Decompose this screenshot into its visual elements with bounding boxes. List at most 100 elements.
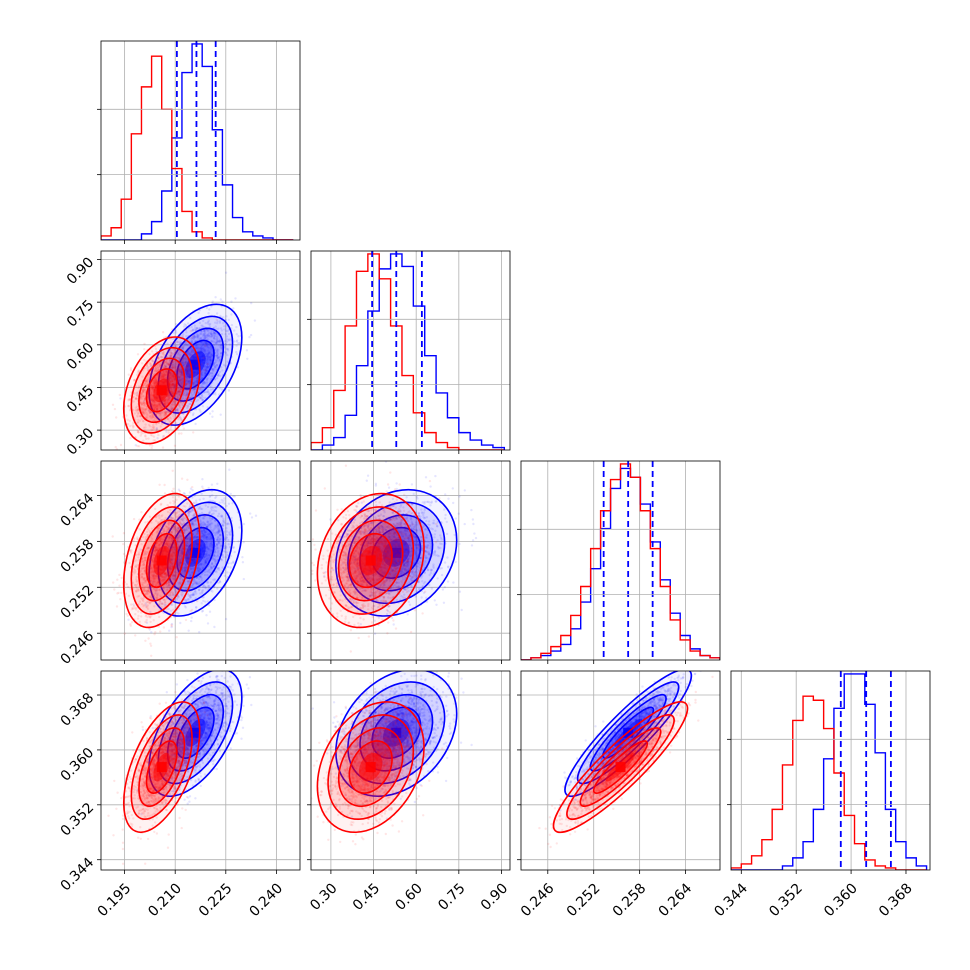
scatter-point (197, 337, 200, 340)
scatter-point (200, 363, 203, 366)
scatter-point (203, 364, 207, 368)
scatter-point (143, 401, 146, 405)
series-1 (111, 318, 218, 450)
scatter-point (162, 404, 165, 407)
scatter-point (189, 397, 192, 400)
scatter-point (210, 332, 213, 336)
scatter-point (196, 335, 199, 339)
scatter-point (203, 350, 206, 354)
scatter-point (177, 386, 181, 389)
scatter-point (125, 414, 128, 417)
scatter-point (149, 402, 153, 405)
scatter-point (154, 367, 158, 371)
scatter-point (201, 396, 204, 399)
scatter-point (132, 421, 135, 425)
scatter-point (191, 593, 194, 596)
scatter-point (161, 405, 164, 409)
scatter-point (205, 369, 208, 372)
scatter-point (142, 412, 145, 415)
scatter-point (168, 420, 171, 423)
scatter-point (178, 415, 181, 418)
scatter-point (144, 435, 147, 438)
scatter-point (206, 366, 209, 369)
scatter-point (127, 404, 130, 408)
scatter-point (163, 400, 166, 403)
scatter-point (196, 333, 199, 336)
scatter-point (216, 337, 219, 340)
scatter-point (204, 352, 208, 356)
scatter-point (208, 308, 211, 311)
scatter-point (158, 374, 162, 377)
scatter-point (189, 573, 192, 576)
scatter-point (160, 374, 163, 378)
scatter-point (215, 354, 218, 357)
scatter-point (142, 390, 145, 394)
scatter-point (159, 365, 162, 368)
scatter-point (202, 343, 205, 347)
scatter-point (185, 378, 189, 382)
scatter-point (209, 322, 212, 326)
scatter-point (132, 425, 135, 428)
scatter-point (173, 378, 176, 382)
scatter-point (180, 381, 183, 384)
scatter-point (184, 358, 188, 361)
scatter-point (180, 373, 183, 376)
scatter-point (162, 370, 165, 374)
scatter-point (136, 415, 139, 418)
scatter-point (173, 377, 177, 381)
scatter-point (254, 514, 258, 517)
scatter-point (208, 363, 212, 366)
scatter-point (214, 334, 217, 337)
scatter-point (177, 383, 180, 386)
scatter-point (168, 396, 171, 400)
scatter-point (180, 432, 183, 435)
scatter-point (195, 327, 199, 331)
scatter-point (158, 362, 161, 366)
scatter-point (168, 629, 171, 632)
scatter-point (209, 356, 212, 359)
scatter-point (176, 340, 179, 344)
scatter-point (218, 321, 222, 324)
scatter-point (186, 381, 189, 384)
scatter-point (144, 410, 147, 414)
scatter-point (167, 411, 171, 414)
scatter-point (210, 305, 213, 308)
scatter-point (215, 543, 219, 546)
scatter-point (159, 365, 162, 368)
scatter-point (154, 376, 157, 380)
scatter-point (200, 374, 203, 377)
scatter-point (153, 381, 157, 384)
scatter-point (237, 335, 240, 338)
scatter-point (152, 405, 155, 408)
scatter-point (178, 368, 181, 372)
scatter-point (218, 370, 222, 373)
scatter-point (184, 324, 188, 327)
scatter-point (218, 320, 222, 323)
scatter-point (145, 384, 149, 387)
scatter-point (163, 402, 166, 405)
scatter-point (156, 365, 160, 369)
scatter-point (171, 366, 174, 369)
scatter-point (203, 348, 207, 352)
scatter-point (160, 373, 164, 376)
scatter-point (153, 419, 156, 422)
scatter-point (198, 630, 201, 634)
scatter-point (187, 365, 190, 368)
scatter-point (200, 347, 203, 350)
scatter-point (147, 546, 151, 549)
scatter-point (208, 325, 212, 328)
scatter-point (164, 401, 167, 405)
contour-line (138, 357, 186, 424)
scatter-point (182, 412, 185, 415)
scatter-point (169, 390, 172, 393)
scatter-point (177, 380, 181, 383)
scatter-point (172, 375, 175, 378)
scatter-point (250, 516, 254, 519)
scatter-point (163, 360, 166, 363)
scatter-point (171, 337, 174, 340)
scatter-point (171, 391, 174, 394)
scatter-point (212, 331, 216, 334)
scatter-point (190, 400, 194, 403)
scatter-point (150, 446, 153, 450)
scatter-point (242, 522, 246, 526)
